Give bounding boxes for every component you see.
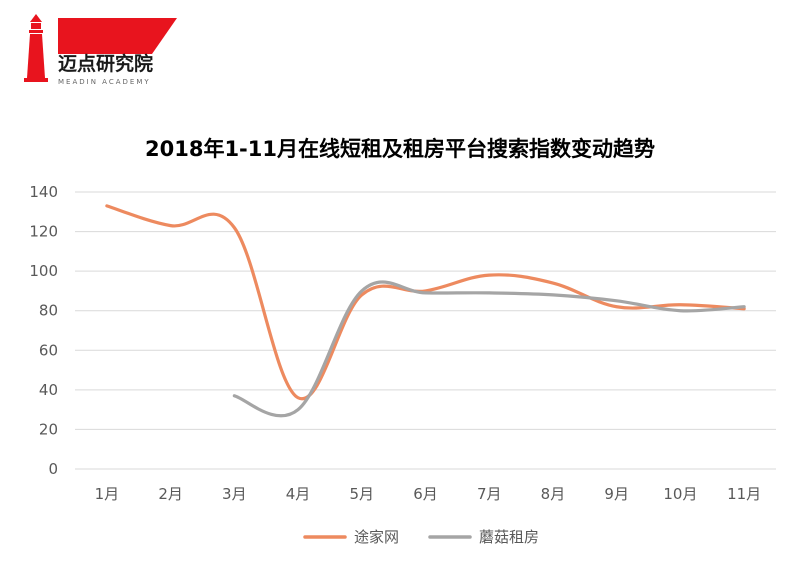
lighthouse-icon — [24, 14, 48, 82]
y-tick-label: 80 — [39, 302, 58, 320]
x-tick-label: 2月 — [158, 485, 183, 503]
legend-label: 途家网 — [354, 528, 399, 546]
y-axis-ticks: 0 20 40 60 80 100 120 140 — [29, 183, 58, 478]
meadin-academy-logo: 迈点研究院 MEADIN ACADEMY — [24, 14, 177, 86]
x-tick-label: 11月 — [727, 485, 761, 503]
x-tick-label: 1月 — [95, 485, 120, 503]
x-tick-label: 9月 — [604, 485, 629, 503]
x-tick-label: 7月 — [477, 485, 502, 503]
x-tick-label: 10月 — [663, 485, 697, 503]
x-tick-label: 4月 — [286, 485, 311, 503]
x-axis-ticks: 1月 2月 3月 4月 5月 6月 7月 8月 9月 10月 11月 — [95, 485, 762, 503]
chart-title: 2018年1-11月在线短租及租房平台搜索指数变动趋势 — [145, 137, 655, 161]
series-line-1 — [232, 280, 746, 418]
y-tick-label: 100 — [29, 262, 58, 280]
logo-name: 迈点研究院 — [58, 52, 153, 75]
y-tick-label: 20 — [39, 420, 58, 438]
series-lines — [105, 204, 746, 418]
y-tick-label: 40 — [39, 381, 58, 399]
logo-banner-shape — [58, 18, 177, 54]
legend: 途家网 蘑菇租房 — [303, 528, 539, 546]
grid-lines — [75, 191, 776, 470]
y-tick-label: 0 — [48, 460, 58, 478]
y-tick-label: 140 — [29, 183, 58, 201]
legend-label: 蘑菇租房 — [479, 528, 539, 546]
logo-tagline: MEADIN ACADEMY — [58, 78, 151, 86]
y-tick-label: 120 — [29, 223, 58, 241]
x-tick-label: 5月 — [349, 485, 374, 503]
y-tick-label: 60 — [39, 341, 58, 359]
series-line-0 — [105, 204, 746, 401]
x-tick-label: 3月 — [222, 485, 247, 503]
x-tick-label: 8月 — [541, 485, 566, 503]
x-tick-label: 6月 — [413, 485, 438, 503]
